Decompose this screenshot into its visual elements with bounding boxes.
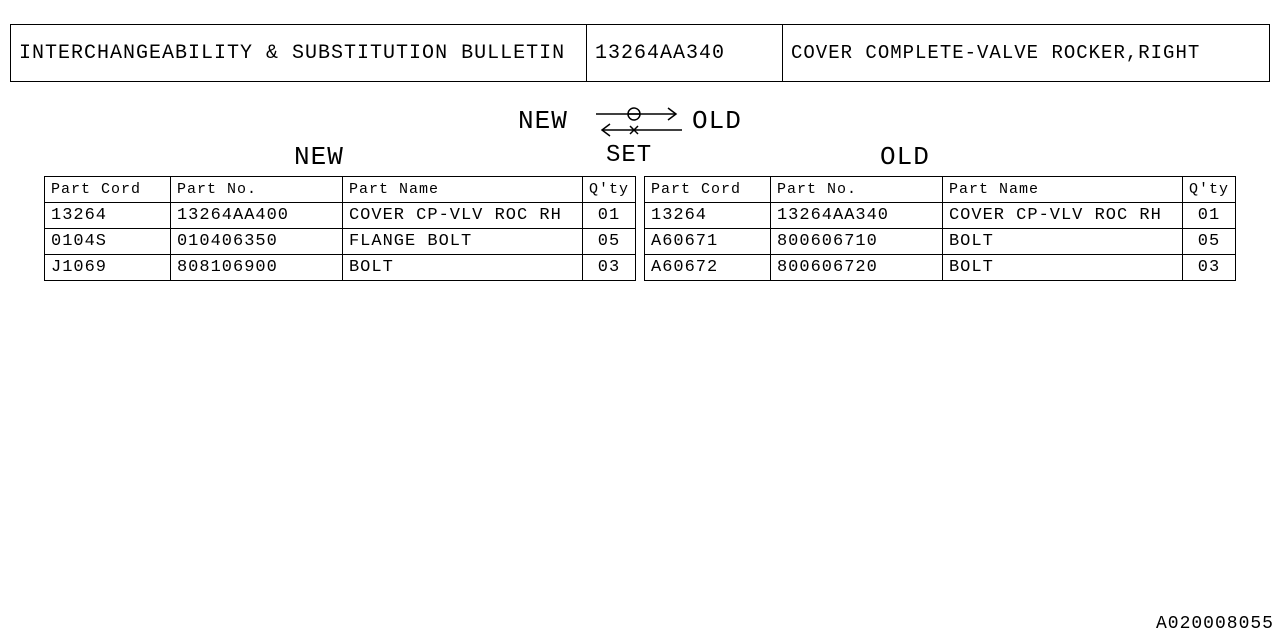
old-parts-body: 13264 13264AA340 COVER CP-VLV ROC RH 01 … bbox=[645, 203, 1236, 281]
table-row: J1069 808106900 BOLT 03 bbox=[45, 255, 636, 281]
table-row: 0104S 010406350 FLANGE BOLT 05 bbox=[45, 229, 636, 255]
cell-part-name: COVER CP-VLV ROC RH bbox=[942, 203, 1182, 229]
section-new-label: NEW bbox=[294, 142, 344, 172]
cell-part-cord: 13264 bbox=[45, 203, 171, 229]
cell-part-cord: 13264 bbox=[645, 203, 771, 229]
cell-part-no: 800606710 bbox=[770, 229, 942, 255]
cell-part-cord: A60672 bbox=[645, 255, 771, 281]
table-row: A60671 800606710 BOLT 05 bbox=[645, 229, 1236, 255]
table-header-row: Part Cord Part No. Part Name Q'ty bbox=[45, 177, 636, 203]
bulletin-header: INTERCHANGEABILITY & SUBSTITUTION BULLET… bbox=[10, 24, 1270, 82]
cell-part-no: 808106900 bbox=[170, 255, 342, 281]
section-labels: NEW OLD bbox=[0, 138, 1280, 172]
relation-row: NEW OLD SET bbox=[0, 100, 1280, 140]
col-part-cord: Part Cord bbox=[645, 177, 771, 203]
col-part-cord: Part Cord bbox=[45, 177, 171, 203]
cell-part-no: 800606720 bbox=[770, 255, 942, 281]
cell-part-name: BOLT bbox=[942, 229, 1182, 255]
cell-qty: 01 bbox=[582, 203, 635, 229]
header-title: INTERCHANGEABILITY & SUBSTITUTION BULLET… bbox=[11, 25, 587, 81]
new-parts-body: 13264 13264AA400 COVER CP-VLV ROC RH 01 … bbox=[45, 203, 636, 281]
col-qty: Q'ty bbox=[582, 177, 635, 203]
cell-qty: 03 bbox=[1182, 255, 1235, 281]
cell-qty: 01 bbox=[1182, 203, 1235, 229]
relation-new-label: NEW bbox=[518, 106, 568, 136]
cell-part-name: BOLT bbox=[342, 255, 582, 281]
table-row: 13264 13264AA400 COVER CP-VLV ROC RH 01 bbox=[45, 203, 636, 229]
cell-part-cord: 0104S bbox=[45, 229, 171, 255]
new-parts-table: Part Cord Part No. Part Name Q'ty 13264 … bbox=[44, 176, 636, 281]
table-gap bbox=[636, 176, 644, 281]
relation-old-label: OLD bbox=[692, 106, 742, 136]
cell-part-cord: A60671 bbox=[645, 229, 771, 255]
col-qty: Q'ty bbox=[1182, 177, 1235, 203]
parts-tables: Part Cord Part No. Part Name Q'ty 13264 … bbox=[44, 176, 1236, 281]
cell-qty: 05 bbox=[582, 229, 635, 255]
cell-part-cord: J1069 bbox=[45, 255, 171, 281]
cell-part-name: COVER CP-VLV ROC RH bbox=[342, 203, 582, 229]
col-part-name: Part Name bbox=[942, 177, 1182, 203]
document-id: A020008055 bbox=[1156, 614, 1274, 634]
table-row: A60672 800606720 BOLT 03 bbox=[645, 255, 1236, 281]
table-header-row: Part Cord Part No. Part Name Q'ty bbox=[645, 177, 1236, 203]
cell-part-name: BOLT bbox=[942, 255, 1182, 281]
old-parts-table: Part Cord Part No. Part Name Q'ty 13264 … bbox=[644, 176, 1236, 281]
col-part-no: Part No. bbox=[170, 177, 342, 203]
cell-part-name: FLANGE BOLT bbox=[342, 229, 582, 255]
cell-qty: 05 bbox=[1182, 229, 1235, 255]
header-part-no: 13264AA340 bbox=[587, 25, 783, 81]
relation-arrows-icon bbox=[594, 104, 684, 140]
cell-qty: 03 bbox=[582, 255, 635, 281]
section-old-label: OLD bbox=[880, 142, 930, 172]
col-part-name: Part Name bbox=[342, 177, 582, 203]
table-row: 13264 13264AA340 COVER CP-VLV ROC RH 01 bbox=[645, 203, 1236, 229]
cell-part-no: 13264AA340 bbox=[770, 203, 942, 229]
col-part-no: Part No. bbox=[770, 177, 942, 203]
header-part-name: COVER COMPLETE-VALVE ROCKER,RIGHT bbox=[783, 25, 1269, 81]
cell-part-no: 13264AA400 bbox=[170, 203, 342, 229]
cell-part-no: 010406350 bbox=[170, 229, 342, 255]
